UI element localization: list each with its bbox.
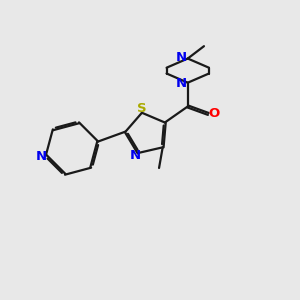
Text: N: N — [129, 149, 140, 162]
Text: N: N — [36, 150, 47, 163]
Text: N: N — [176, 77, 187, 90]
Text: S: S — [136, 102, 146, 116]
Text: O: O — [208, 107, 219, 120]
Text: N: N — [176, 51, 187, 64]
